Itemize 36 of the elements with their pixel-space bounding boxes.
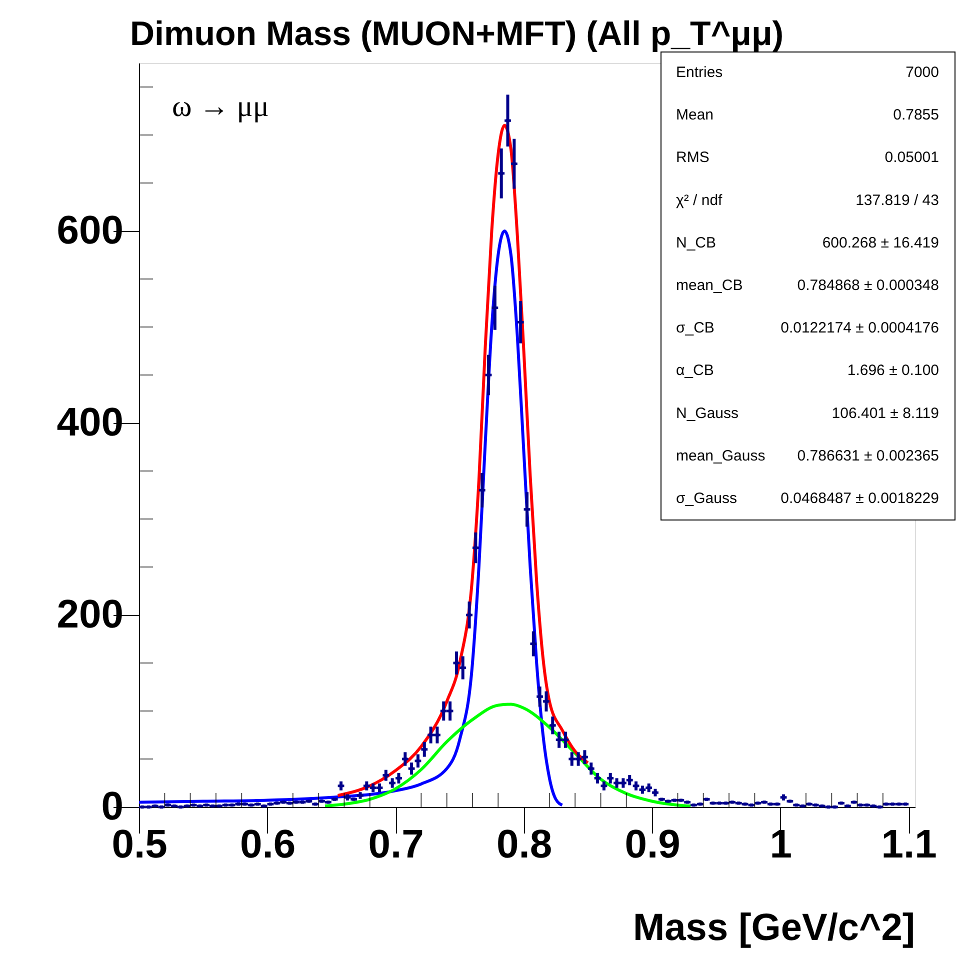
annotation: χ² / ndf <box>676 192 724 209</box>
x-tick-label: 0.6 <box>240 822 296 866</box>
annotation: 600.268 ± 16.419 <box>822 234 939 252</box>
annotation: Entries <box>676 64 723 81</box>
annotation: 137.819 / 43 <box>856 192 939 209</box>
annotation: 1.696 ± 0.100 <box>847 362 939 380</box>
y-tick-label: 400 <box>56 400 124 444</box>
annotation: 0.05001 <box>884 149 939 166</box>
line-series <box>336 124 590 797</box>
line-series <box>323 702 692 807</box>
annotation: mean_Gauss <box>676 447 766 464</box>
annotation: N_CB <box>676 234 716 252</box>
x-tick-label: 1 <box>770 822 792 866</box>
annotation: 106.401 ± 8.119 <box>832 404 939 422</box>
annotation: 0.0468487 ± 0.0018229 <box>780 490 939 507</box>
annotation: RMS <box>676 149 710 166</box>
chart-title: Dimuon Mass (MUON+MFT) (All p_T^μμ) <box>130 15 784 53</box>
annotation: 0.786631 ± 0.002365 <box>797 447 939 464</box>
annotation: 0.784868 ± 0.000348 <box>797 277 939 294</box>
annotation: 7000 <box>906 64 939 81</box>
annotation: Mean <box>676 106 714 124</box>
x-tick-label: 0.7 <box>368 822 424 866</box>
annotation: 0.0122174 ± 0.0004176 <box>780 320 939 337</box>
annotation: α_CB <box>676 362 714 380</box>
y-tick-label: 600 <box>56 208 124 252</box>
x-tick-label: 0.8 <box>496 822 552 866</box>
annotation: σ_CB <box>676 320 714 337</box>
annotation: 0.7855 <box>893 106 939 124</box>
x-axis-title: Mass [GeV/c^2] <box>633 907 915 949</box>
x-tick-label: 1.1 <box>881 822 937 866</box>
annotation: N_Gauss <box>676 404 739 422</box>
annotation: ω → μμ <box>172 90 269 123</box>
x-tick-label: 0.9 <box>624 822 680 866</box>
annotation: σ_Gauss <box>676 490 737 507</box>
annotation: mean_CB <box>676 277 743 294</box>
y-tick-label: 200 <box>56 592 124 636</box>
